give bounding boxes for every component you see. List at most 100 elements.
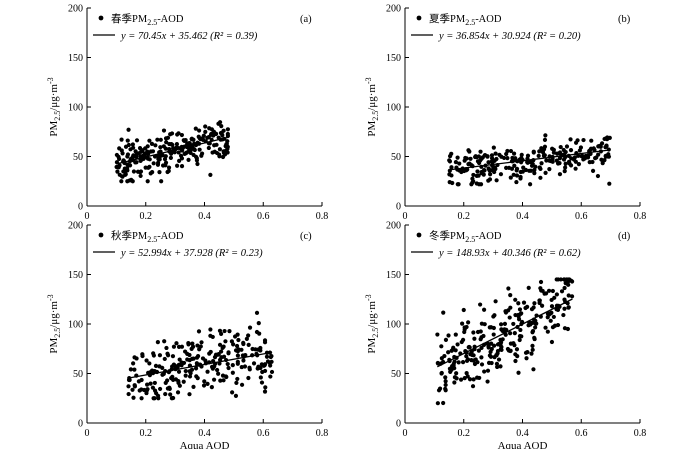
data-point bbox=[221, 378, 226, 383]
data-point bbox=[125, 179, 130, 184]
data-point bbox=[569, 279, 575, 284]
data-point bbox=[138, 170, 143, 175]
data-point bbox=[145, 382, 150, 387]
data-point bbox=[258, 375, 263, 380]
data-point bbox=[200, 136, 205, 141]
data-point bbox=[504, 165, 509, 171]
data-point bbox=[471, 172, 476, 178]
y-axis-title: PM2.5/μg·m-3 bbox=[46, 77, 62, 136]
data-point bbox=[452, 375, 458, 380]
y-tick-label: 150 bbox=[386, 53, 401, 64]
data-point bbox=[211, 377, 217, 382]
data-point bbox=[170, 376, 175, 381]
data-point bbox=[508, 293, 513, 298]
data-point bbox=[195, 353, 201, 359]
data-point bbox=[151, 161, 156, 166]
data-point bbox=[498, 342, 503, 348]
data-point bbox=[197, 128, 202, 133]
data-point bbox=[176, 380, 181, 386]
data-point bbox=[235, 361, 240, 366]
data-point bbox=[538, 175, 543, 180]
data-point bbox=[134, 356, 139, 361]
data-point bbox=[235, 376, 240, 382]
y-tick-label: 150 bbox=[386, 270, 401, 281]
data-point bbox=[525, 153, 531, 158]
data-point bbox=[543, 325, 548, 330]
data-point bbox=[132, 384, 138, 389]
x-tick-label: 0.8 bbox=[634, 211, 647, 222]
panel-label: (a) bbox=[300, 14, 312, 25]
data-point bbox=[247, 325, 253, 330]
data-point bbox=[168, 392, 173, 397]
data-point bbox=[165, 378, 170, 383]
data-point bbox=[189, 137, 194, 142]
data-point bbox=[548, 318, 553, 323]
data-point bbox=[539, 146, 544, 151]
data-point bbox=[209, 127, 215, 132]
data-point bbox=[199, 153, 204, 158]
data-point bbox=[126, 127, 131, 132]
data-point bbox=[456, 182, 461, 187]
data-point bbox=[465, 374, 470, 379]
data-point bbox=[546, 311, 551, 316]
data-point bbox=[157, 386, 163, 392]
regression-line bbox=[116, 136, 229, 165]
data-point bbox=[471, 330, 476, 335]
data-point bbox=[569, 294, 575, 299]
data-point bbox=[205, 369, 210, 374]
data-point bbox=[132, 367, 137, 372]
data-point bbox=[487, 353, 492, 358]
data-point bbox=[542, 291, 547, 296]
data-point bbox=[157, 169, 162, 175]
data-point bbox=[540, 303, 545, 308]
data-point bbox=[468, 156, 473, 161]
data-point bbox=[170, 354, 176, 359]
data-point bbox=[148, 149, 154, 154]
data-point bbox=[131, 153, 136, 158]
data-point bbox=[579, 154, 584, 159]
data-point bbox=[163, 136, 169, 141]
data-point bbox=[563, 281, 568, 286]
data-point bbox=[562, 306, 567, 311]
data-point bbox=[239, 347, 244, 352]
data-point bbox=[134, 160, 139, 165]
data-point bbox=[443, 337, 449, 342]
data-point bbox=[221, 354, 227, 359]
data-point bbox=[539, 161, 544, 166]
data-point bbox=[140, 353, 145, 359]
data-point bbox=[549, 297, 554, 303]
data-point bbox=[195, 161, 200, 167]
data-point bbox=[530, 347, 535, 352]
data-point bbox=[515, 354, 520, 359]
data-point bbox=[128, 147, 133, 152]
x-tick-label: 0.2 bbox=[458, 428, 471, 439]
panel-b: 0 0.2 0.4 0.6 0.8 0 50 100 150 200 PM2.5/μg·m-3 (b)… bbox=[364, 4, 646, 223]
data-point bbox=[516, 301, 521, 306]
data-point bbox=[129, 177, 134, 183]
x-tick-label: 0 bbox=[85, 211, 90, 222]
data-point bbox=[239, 382, 245, 387]
data-point bbox=[179, 132, 184, 138]
data-point bbox=[594, 155, 599, 160]
data-point bbox=[441, 310, 446, 315]
data-point bbox=[131, 361, 136, 366]
data-point bbox=[529, 163, 535, 168]
data-point bbox=[486, 166, 491, 171]
data-point bbox=[573, 166, 578, 171]
data-point bbox=[469, 182, 474, 187]
data-point bbox=[505, 156, 510, 161]
data-point bbox=[533, 325, 538, 330]
data-point bbox=[254, 329, 260, 335]
data-point bbox=[443, 388, 448, 393]
data-point bbox=[161, 128, 167, 133]
data-point bbox=[164, 345, 169, 351]
data-point bbox=[258, 365, 263, 371]
data-point bbox=[217, 342, 223, 347]
data-point bbox=[199, 340, 204, 345]
data-point bbox=[217, 120, 223, 125]
data-point bbox=[435, 332, 440, 337]
data-point bbox=[262, 338, 268, 343]
data-point bbox=[496, 357, 502, 362]
data-point bbox=[145, 179, 150, 184]
data-point bbox=[471, 377, 476, 382]
